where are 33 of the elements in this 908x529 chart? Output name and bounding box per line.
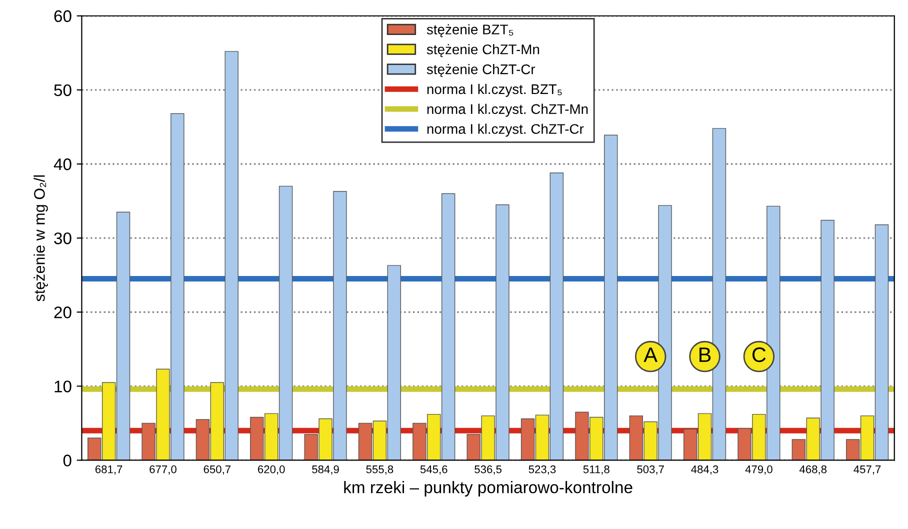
legend-label: stężenie BZT₅ — [426, 24, 514, 38]
x-tick-label: 650,7 — [204, 465, 231, 475]
x-tick-label: 555,8 — [366, 465, 394, 475]
legend-label: norma I kl.czyst. BZT₅ — [427, 84, 562, 97]
y-tick-label: 60 — [54, 10, 72, 22]
annotation: A — [644, 348, 658, 362]
x-tick-label: 545,6 — [420, 465, 448, 475]
x-tick-label: 620,0 — [258, 465, 285, 475]
x-tick-label: 503,7 — [637, 465, 664, 475]
y-tick-label: 0 — [63, 454, 72, 466]
x-tick-label: 457,7 — [854, 466, 881, 475]
legend-label: norma I kl.czyst. ChZT-Cr — [427, 124, 584, 137]
annotation: C — [752, 347, 766, 362]
x-tick-label: 479,0 — [745, 465, 772, 475]
x-tick-label: 584,9 — [312, 465, 339, 475]
legend-label: stężenie ChZT-Cr — [426, 64, 536, 77]
y-tick-label: 20 — [54, 306, 72, 318]
legend-label: norma I kl.czyst. ChZT-Mn — [427, 104, 588, 117]
y-tick-label: 30 — [54, 232, 72, 244]
y-tick-label: 50 — [54, 84, 72, 96]
y-axis-title: stężenie w mg O₂/l — [34, 175, 48, 302]
x-tick-label: 536,5 — [474, 465, 502, 475]
x-tick-label: 511,8 — [583, 465, 610, 475]
x-axis-title: km rzeki – punkty pomiarowo-kontrolne — [344, 481, 632, 497]
x-tick-label: 468,8 — [799, 465, 827, 475]
x-tick-label: 681,7 — [95, 465, 122, 475]
x-tick-label: 484,3 — [691, 465, 718, 475]
y-tick-label: 40 — [54, 158, 72, 170]
annotation: B — [700, 348, 711, 362]
legend-label: stężenie ChZT-Mn — [426, 44, 540, 58]
x-tick-label: 523,3 — [528, 465, 556, 475]
x-tick-label: 677,0 — [150, 465, 176, 475]
y-tick-label: 10 — [54, 380, 72, 392]
